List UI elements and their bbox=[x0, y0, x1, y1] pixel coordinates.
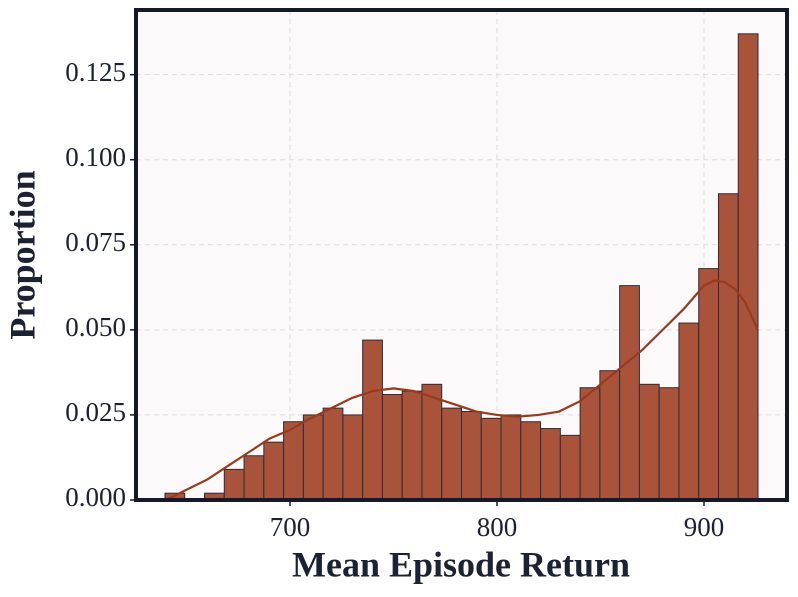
bar bbox=[540, 428, 561, 501]
bar bbox=[401, 390, 423, 501]
bar bbox=[579, 387, 601, 501]
bar bbox=[559, 434, 581, 501]
y-tick-label: 0.000 bbox=[65, 482, 126, 512]
y-tick-label: 0.075 bbox=[65, 227, 126, 257]
bar bbox=[322, 407, 344, 501]
bar bbox=[599, 370, 621, 501]
bar bbox=[362, 339, 383, 501]
bar bbox=[302, 414, 324, 501]
bar bbox=[243, 455, 265, 501]
x-tick-label: 700 bbox=[270, 512, 311, 542]
y-tick-label: 0.050 bbox=[65, 312, 126, 342]
bar bbox=[678, 322, 700, 501]
bar bbox=[520, 421, 542, 501]
bar bbox=[698, 268, 719, 501]
bar bbox=[342, 414, 364, 501]
y-tick-label: 0.025 bbox=[65, 397, 126, 427]
bar bbox=[619, 285, 640, 501]
y-tick-label: 0.100 bbox=[65, 142, 126, 172]
bar bbox=[263, 441, 285, 501]
plot-frame bbox=[134, 8, 789, 502]
bar bbox=[717, 193, 739, 501]
bar bbox=[421, 383, 443, 501]
x-axis-label: Mean Episode Return bbox=[292, 544, 630, 584]
bar bbox=[223, 468, 245, 501]
bar bbox=[638, 383, 660, 501]
bar bbox=[441, 407, 463, 501]
x-tick-label: 800 bbox=[477, 512, 518, 542]
x-tick-label: 900 bbox=[684, 512, 725, 542]
y-axis-label: Proportion bbox=[2, 170, 42, 339]
bar bbox=[283, 421, 304, 501]
bar bbox=[658, 387, 680, 501]
bar bbox=[461, 411, 482, 501]
kde-line bbox=[165, 279, 759, 501]
y-tick-label: 0.125 bbox=[65, 57, 126, 87]
bar bbox=[500, 414, 522, 501]
bar bbox=[381, 394, 403, 501]
bar bbox=[737, 33, 759, 501]
bar bbox=[480, 417, 502, 501]
